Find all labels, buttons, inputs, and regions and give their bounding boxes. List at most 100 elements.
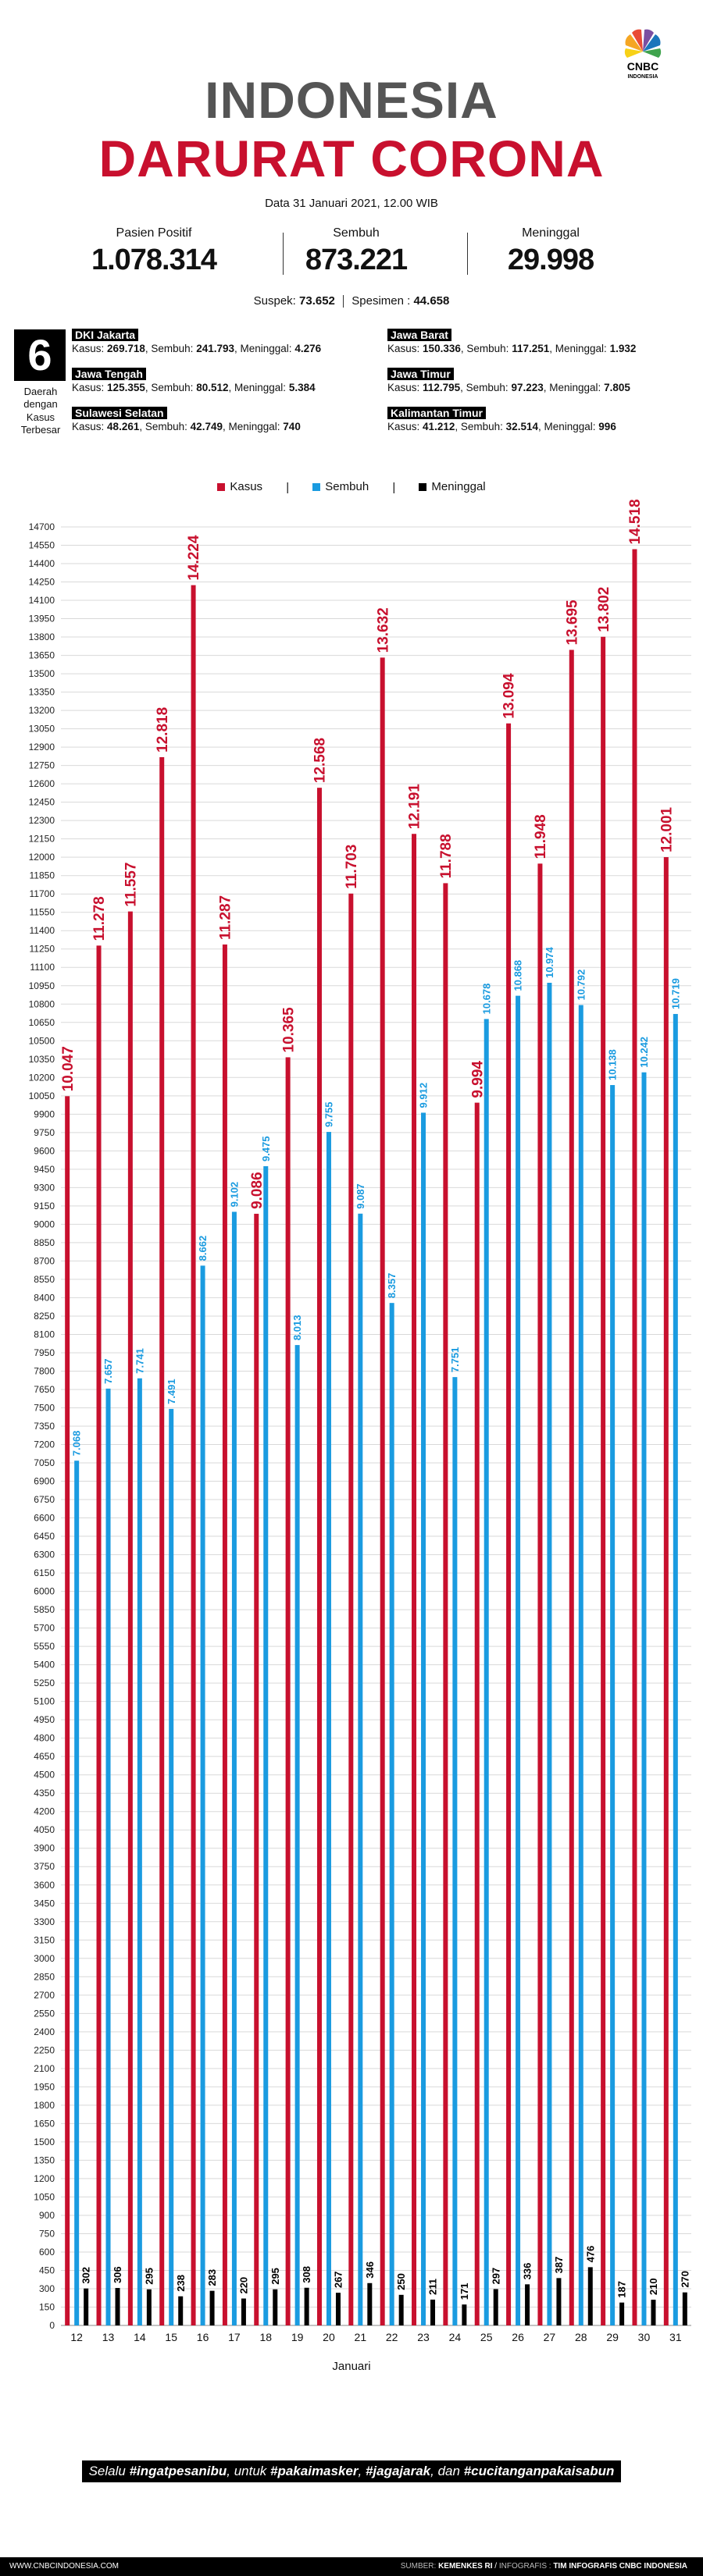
bar-sembuh: [452, 1377, 458, 2325]
y-tick-label: 6000: [34, 1586, 55, 1597]
y-tick-label: 3450: [34, 1898, 55, 1909]
data-label-sembuh: 10.242: [638, 1037, 650, 1068]
data-label-kasus: 14.224: [186, 535, 202, 581]
data-label-meninggal: 187: [616, 2281, 628, 2298]
bar-kasus: [222, 944, 227, 2325]
bar-kasus: [601, 636, 606, 2325]
y-tick-label: 2700: [34, 1990, 55, 2001]
bar-meninggal: [209, 2290, 215, 2325]
legend-swatch: [312, 482, 321, 491]
y-tick-label: 9900: [34, 1108, 55, 1119]
data-label-sembuh: 8.013: [291, 1315, 303, 1341]
y-tick-label: 7050: [34, 1457, 55, 1468]
y-tick-label: 14250: [29, 577, 55, 588]
y-tick-label: 6150: [34, 1567, 55, 1578]
bar-meninggal: [430, 2299, 436, 2325]
y-tick-label: 11400: [30, 925, 55, 936]
region-block: Jawa Timur Kasus: 112.795, Sembuh: 97.22…: [387, 368, 630, 393]
bar-meninggal: [556, 2278, 562, 2325]
x-tick-label: 14: [134, 2331, 146, 2343]
bar-chart: 0 150 300 450 600 750 900 1050 1200 1350 1500 1650 1…: [29, 500, 691, 2343]
y-tick-label: 8250: [34, 1311, 55, 1322]
spesimen-value: 44.658: [413, 294, 450, 308]
y-tick-label: 2850: [34, 1971, 55, 1982]
data-label-meninggal: 210: [648, 2278, 659, 2295]
region-name: DKI Jakarta: [72, 329, 139, 341]
data-label-sembuh: 10.868: [512, 960, 524, 991]
data-label-meninggal: 171: [459, 2282, 470, 2300]
legend-item-sembuh: Sembuh: [312, 480, 369, 493]
bar-meninggal: [619, 2302, 625, 2325]
data-label-kasus: 12.191: [407, 784, 423, 830]
y-tick-label: 2400: [34, 2026, 55, 2037]
x-tick-label: 12: [70, 2331, 83, 2343]
bar-meninggal: [178, 2296, 184, 2325]
bar-sembuh: [74, 1461, 80, 2325]
bar-sembuh: [610, 1085, 616, 2325]
stat-meninggal: Meninggal 29.998: [461, 226, 641, 277]
data-label-sembuh: 8.662: [197, 1236, 209, 1261]
stat-value: 29.998: [507, 244, 594, 276]
data-label-kasus: 9.086: [249, 1172, 266, 1209]
x-tick-label: 31: [669, 2331, 682, 2343]
y-tick-label: 4200: [34, 1806, 55, 1817]
y-tick-label: 10350: [29, 1054, 55, 1065]
data-label-meninggal: 476: [584, 2246, 596, 2263]
y-tick-label: 13350: [29, 687, 55, 698]
bar-sembuh: [263, 1165, 269, 2325]
y-tick-label: 10050: [29, 1091, 55, 1101]
y-tick-label: 4500: [34, 1770, 55, 1781]
bar-sembuh: [105, 1388, 111, 2325]
stat-sembuh: Sembuh 873.221: [266, 226, 446, 277]
y-tick-label: 12750: [29, 760, 55, 771]
y-tick-label: 1350: [34, 2154, 55, 2165]
bar-kasus: [96, 945, 102, 2325]
y-tick-label: 8400: [34, 1292, 55, 1303]
y-tick-label: 4350: [34, 1788, 55, 1799]
y-tick-label: 7800: [34, 1365, 55, 1376]
bar-meninggal: [462, 2304, 467, 2325]
region-name: Jawa Barat: [387, 329, 451, 341]
stat-value: 1.078.314: [91, 244, 217, 276]
logo-wordmark: CNBC: [627, 60, 658, 73]
bar-meninggal: [241, 2298, 246, 2325]
bar-kasus: [663, 857, 669, 2325]
data-label-meninggal: 308: [301, 2266, 312, 2283]
y-tick-label: 7950: [34, 1347, 55, 1358]
y-tick-label: 7500: [34, 1402, 55, 1413]
x-tick-label: 25: [480, 2331, 493, 2343]
y-tick-label: 9450: [34, 1164, 55, 1175]
data-label-sembuh: 9.912: [418, 1083, 430, 1108]
y-tick-label: 12150: [29, 834, 55, 845]
bar-kasus: [348, 893, 354, 2325]
data-label-kasus: 12.818: [155, 707, 171, 753]
bar-kasus: [537, 863, 543, 2325]
y-tick-label: 4650: [34, 1751, 55, 1762]
bar-sembuh: [389, 1303, 394, 2325]
y-tick-label: 5400: [34, 1660, 55, 1670]
y-tick-label: 750: [39, 2228, 55, 2239]
title-line-2: DARURAT CORONA: [98, 130, 605, 187]
legend-swatch: [419, 482, 427, 491]
tagline-banner: Selalu #ingatpesanibu, untuk #pakaimaske…: [82, 2460, 621, 2482]
data-label-meninggal: 346: [364, 2261, 376, 2279]
data-label-sembuh: 7.751: [449, 1347, 461, 1373]
data-label-kasus: 11.287: [218, 895, 234, 940]
region-block: Sulawesi Selatan Kasus: 48.261, Sembuh: …: [72, 407, 301, 432]
y-tick-label: 11250: [30, 944, 55, 955]
bar-meninggal: [493, 2289, 498, 2325]
y-tick-label: 7200: [34, 1439, 55, 1450]
y-tick-label: 300: [39, 2283, 55, 2294]
data-label-meninggal: 238: [175, 2275, 187, 2292]
x-tick-label: 28: [575, 2331, 587, 2343]
bar-kasus: [412, 834, 417, 2325]
y-tick-label: 5100: [34, 1696, 55, 1707]
y-tick-label: 9300: [34, 1182, 55, 1193]
y-tick-label: 450: [39, 2265, 55, 2275]
legend-item-meninggal: Meninggal: [419, 480, 486, 493]
x-tick-label: 15: [165, 2331, 177, 2343]
data-label-meninggal: 295: [143, 2268, 155, 2285]
y-tick-label: 8850: [34, 1237, 55, 1248]
y-tick-label: 11550: [30, 907, 55, 918]
x-tick-label: 16: [197, 2331, 209, 2343]
